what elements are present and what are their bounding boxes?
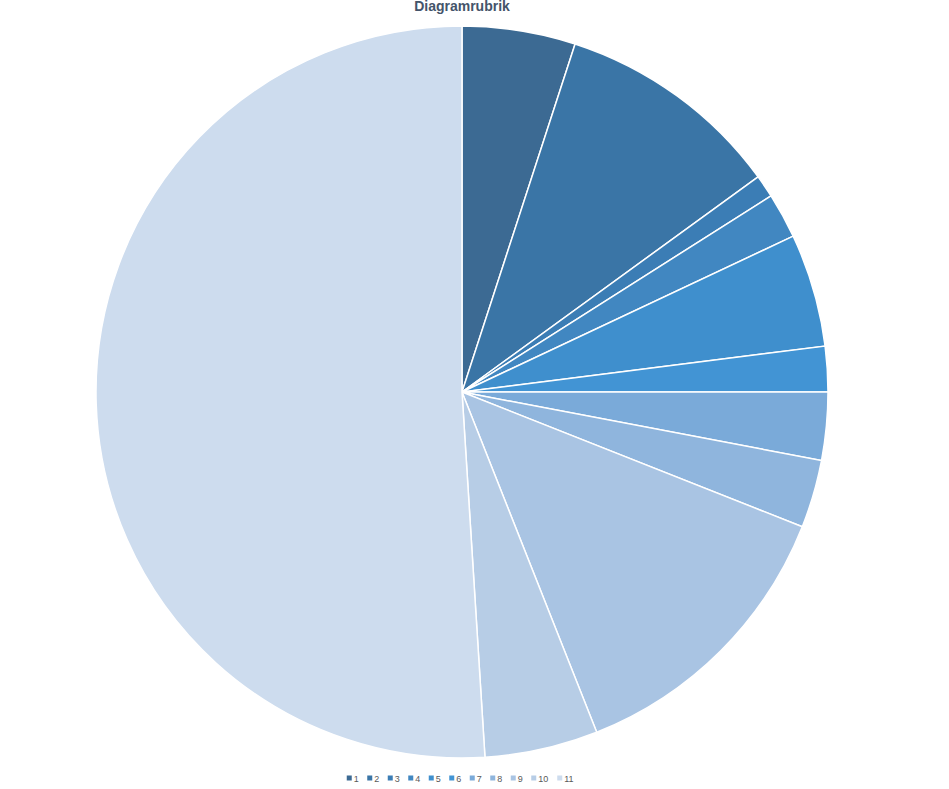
legend-swatch bbox=[531, 776, 536, 781]
legend-swatch bbox=[388, 776, 393, 781]
pie bbox=[96, 26, 828, 758]
legend-label: 11 bbox=[564, 774, 573, 784]
pie-slice bbox=[462, 346, 828, 392]
legend-swatch bbox=[449, 776, 454, 781]
chart-title: Diagramrubrik bbox=[414, 0, 510, 14]
legend-label: 6 bbox=[456, 774, 461, 784]
legend-label: 3 bbox=[395, 774, 400, 784]
legend-label: 10 bbox=[538, 774, 548, 784]
legend-swatch bbox=[470, 776, 475, 781]
legend-label: 5 bbox=[436, 774, 441, 784]
legend: 1 2 3 4 5 6 7 8 9 10 11 bbox=[347, 774, 574, 784]
legend-label: 9 bbox=[518, 774, 523, 784]
legend-swatch bbox=[511, 776, 516, 781]
pie-slice bbox=[96, 26, 485, 758]
legend-label: 1 bbox=[354, 774, 359, 784]
legend-label: 8 bbox=[497, 774, 502, 784]
legend-swatch bbox=[408, 776, 413, 781]
legend-swatch bbox=[367, 776, 372, 781]
legend-swatch bbox=[347, 776, 352, 781]
legend-label: 7 bbox=[477, 774, 482, 784]
chart: Diagramrubrik 1 2 3 4 5 6 7 8 9 10 11 bbox=[0, 0, 949, 789]
legend-label: 2 bbox=[374, 774, 379, 784]
legend-label: 4 bbox=[415, 774, 420, 784]
legend-swatch bbox=[557, 776, 562, 781]
legend-swatch bbox=[490, 776, 495, 781]
legend-swatch bbox=[429, 776, 434, 781]
